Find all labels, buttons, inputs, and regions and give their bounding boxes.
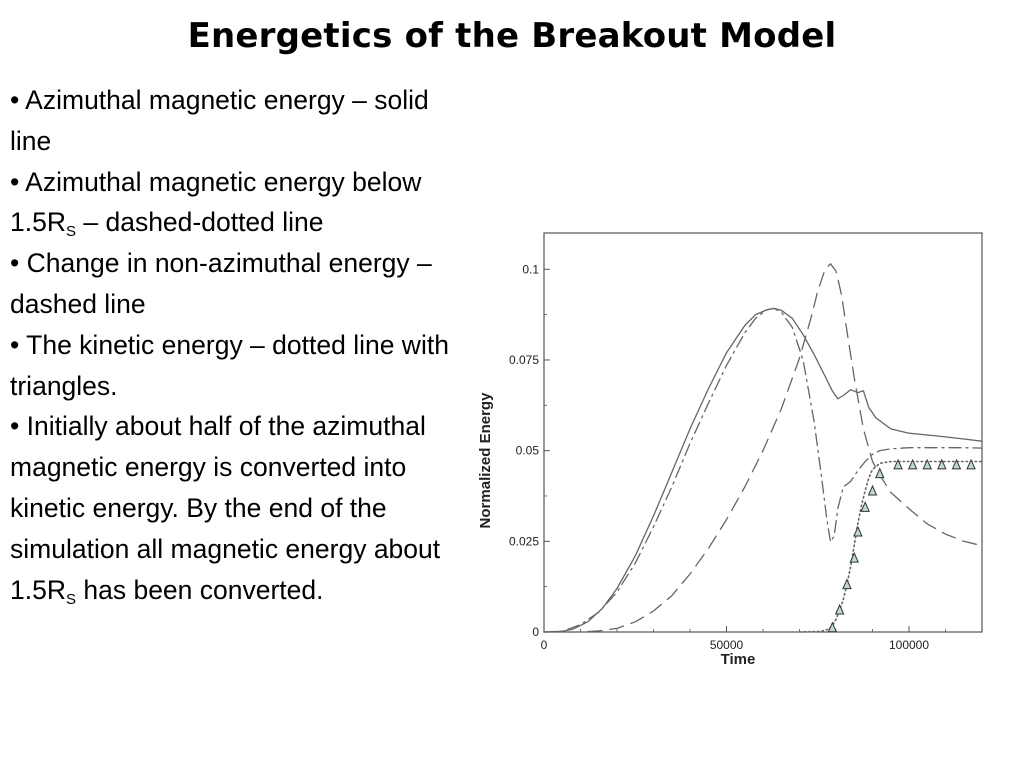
triangle-marker (937, 458, 947, 470)
y-tick-label: 0.05 (516, 444, 540, 458)
x-tick-label: 100000 (889, 638, 929, 652)
x-tick-label: 50000 (710, 638, 744, 652)
triangle-marker (893, 458, 903, 470)
bullet-dashed-line: • Change in non-azimuthal energy – dashe… (10, 243, 460, 325)
triangle-marker (907, 458, 918, 470)
series-dashed-line (543, 263, 983, 633)
y-axis-label: Normalized Energy (477, 392, 494, 529)
slide-title: Energetics of the Breakout Model (187, 16, 837, 56)
bullet-text-after: – dashed-dotted line (76, 207, 324, 238)
plot-layer: 0 50000 100000 0 0.025 0.05 0.075 0.1 Time Normal… (477, 232, 983, 668)
triangle-marker (875, 467, 885, 479)
series-solid-line (543, 307, 983, 633)
bullet-dotted-line: • The kinetic energy – dotted line with … (10, 325, 460, 407)
y-tick-label: 0.025 (509, 534, 539, 548)
x-axis-label: Time (721, 651, 756, 668)
plot-frame (543, 232, 983, 633)
y-tick-label: 0.1 (522, 262, 539, 276)
bullet-solid-line: • Azimuthal magnetic energy – solid line (10, 80, 460, 162)
bullet-text: • Azimuthal magnetic energy below 1.5R (10, 166, 422, 238)
bullet-conclusion: • Initially about half of the azimuthal … (10, 406, 460, 610)
energy-chart: 0 50000 100000 0 0.025 0.05 0.075 0.1 Time Normal… (477, 232, 983, 668)
triangle-marker (860, 501, 870, 512)
subscript: S (65, 223, 76, 241)
triangle-marker (922, 458, 933, 470)
x-tick-label: 0 (541, 638, 548, 652)
bullet-text: • Azimuthal magnetic energy – solid line (10, 85, 429, 156)
series-dashdot-line (543, 307, 983, 633)
y-tick-label: 0.075 (509, 353, 539, 367)
triangle-marker (951, 458, 962, 470)
triangle-marker (827, 621, 838, 633)
triangle-marker (867, 484, 878, 496)
triangle-marker (966, 458, 976, 470)
triangle-marker (834, 603, 845, 615)
triangle-marker (842, 578, 852, 590)
bullet-text: • Initially about half of the azimuthal … (10, 411, 441, 605)
y-tick-label: 0 (532, 625, 539, 639)
bullet-text-after: has been converted. (76, 574, 324, 605)
triangle-marker (849, 551, 860, 563)
series-dotted-line (798, 460, 983, 633)
subscript: S (65, 590, 76, 608)
triangle-marker (853, 525, 863, 537)
bullet-text: • Change in non-azimuthal energy – dashe… (10, 248, 432, 319)
bullet-list: • Azimuthal magnetic energy – solid line… (10, 80, 460, 610)
bullet-dashdot-line: • Azimuthal magnetic energy below 1.5RS … (10, 162, 460, 244)
bullet-text: • The kinetic energy – dotted line with … (10, 329, 449, 401)
